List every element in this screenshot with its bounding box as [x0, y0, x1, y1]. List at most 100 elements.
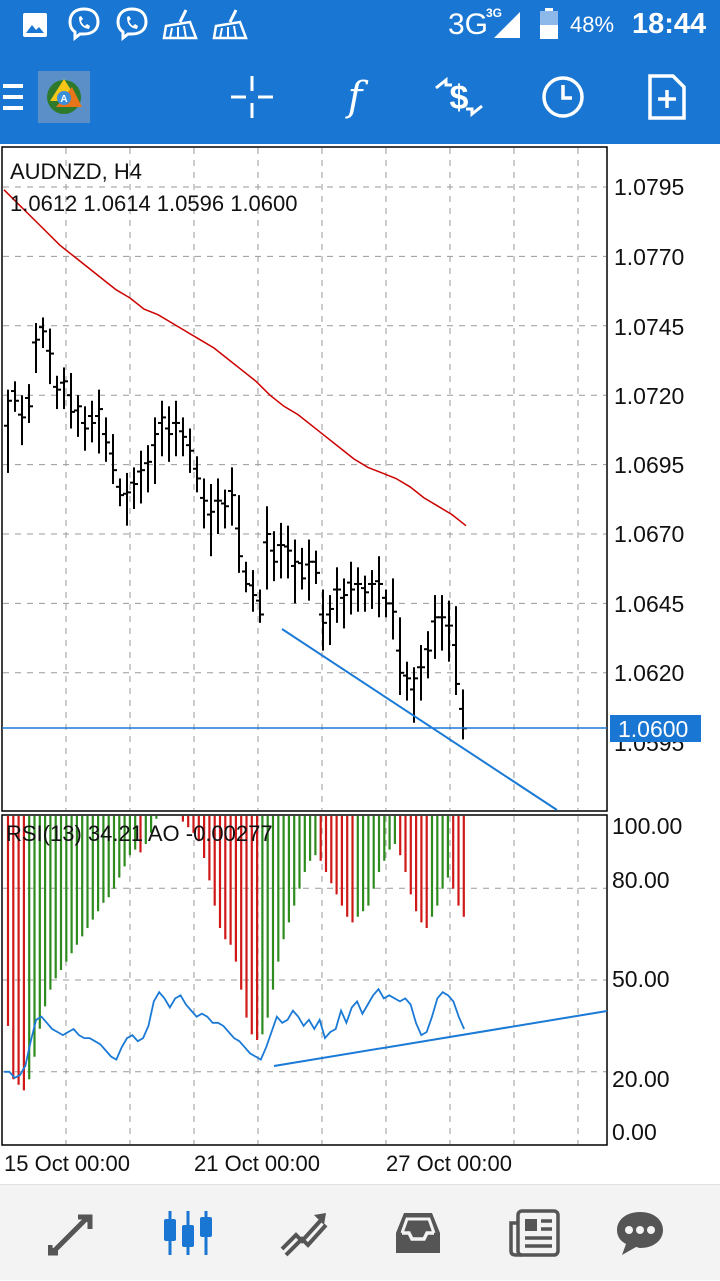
symbol-change-icon: $	[435, 76, 483, 118]
price-bar	[438, 595, 446, 651]
price-tick: 1.0645	[614, 591, 684, 617]
price-bar	[284, 525, 292, 579]
price-bar	[242, 561, 250, 593]
price-bar	[172, 400, 180, 457]
clock: 18:44	[632, 8, 707, 40]
indicators-button[interactable]: f	[310, 50, 400, 144]
price-tick: 1.0770	[614, 244, 684, 270]
price-tick: 1.0695	[614, 452, 684, 478]
price-bar	[116, 478, 124, 507]
svg-text:$: $	[450, 79, 469, 117]
rsi-tick: 0.00	[612, 1119, 657, 1145]
price-bar	[4, 389, 12, 473]
price-bar	[53, 375, 61, 410]
price-bar	[228, 467, 236, 526]
price-bar	[95, 389, 103, 454]
toolbar: A f $	[0, 50, 720, 144]
price-bar	[32, 323, 40, 373]
symbol-change-button[interactable]: $	[414, 50, 504, 144]
indicator-label: RSI(13) 34.21 AO -0.00277	[6, 821, 273, 846]
battery-percent: 48%	[570, 12, 615, 37]
price-bar	[186, 428, 194, 473]
broom-icon	[212, 9, 248, 40]
price-bar	[102, 417, 110, 462]
nav-chart[interactable]	[128, 1185, 248, 1281]
menu-icon	[3, 84, 23, 110]
rsi-axis: 100.00 80.00 50.00 20.00 0.00	[612, 813, 682, 1145]
broom-icon	[162, 9, 198, 40]
price-bar	[305, 539, 313, 601]
nav-news[interactable]	[474, 1185, 594, 1281]
price-bar	[221, 489, 229, 529]
crosshair-icon	[231, 76, 273, 118]
price-bar	[361, 575, 369, 612]
nav-history[interactable]	[358, 1185, 478, 1281]
price-bar	[123, 472, 131, 526]
moving-average-line	[3, 189, 467, 527]
svg-text:A: A	[60, 94, 67, 105]
price-bar	[389, 578, 397, 640]
signal-icon	[494, 12, 520, 38]
price-axis: 1.0795 1.0770 1.0745 1.0720 1.0695 1.067…	[614, 174, 684, 756]
price-bar	[263, 506, 271, 590]
price-bar	[88, 400, 96, 443]
price-chart[interactable]: AUDNZD, H4 1.0612 1.0614 1.0596 1.0600 R…	[0, 144, 720, 1184]
nav-chat[interactable]	[580, 1185, 700, 1281]
price-trendline[interactable]	[281, 628, 558, 811]
news-icon	[509, 1209, 560, 1257]
price-bar	[39, 317, 47, 349]
price-tick: 1.0620	[614, 660, 684, 686]
chart-area[interactable]: AUDNZD, H4 1.0612 1.0614 1.0596 1.0600 R…	[0, 144, 720, 1184]
price-bar	[109, 434, 117, 485]
indicator-frame	[1, 814, 608, 1146]
price-bar	[151, 417, 159, 485]
price-bar	[165, 406, 173, 462]
price-bar	[340, 578, 348, 629]
price-bar	[193, 456, 201, 493]
viber-icon	[116, 7, 148, 42]
trade-icon	[280, 1213, 328, 1257]
main-chart-frame	[1, 146, 608, 812]
price-bar	[270, 531, 278, 582]
history-icon	[396, 1213, 440, 1253]
price-bar	[214, 478, 222, 534]
nav-quotes[interactable]	[14, 1185, 134, 1281]
price-bar	[46, 328, 54, 385]
new-document-icon	[648, 74, 686, 120]
menu-button[interactable]	[0, 50, 28, 144]
rsi-trendline[interactable]	[273, 1010, 608, 1067]
price-bar	[256, 589, 264, 623]
price-bar	[382, 589, 390, 618]
price-bar	[60, 367, 68, 410]
price-bar	[459, 689, 467, 740]
rsi-tick: 20.00	[612, 1066, 670, 1092]
price-bar	[137, 450, 145, 504]
price-bar	[130, 467, 138, 510]
app-logo: A	[32, 50, 96, 144]
grid	[3, 148, 606, 1144]
price-bar	[179, 417, 187, 457]
price-bar	[25, 384, 33, 423]
price-bar	[424, 631, 432, 679]
price-bar	[207, 484, 215, 557]
new-order-button[interactable]	[622, 50, 712, 144]
crosshair-button[interactable]	[207, 50, 297, 144]
svg-text:f: f	[345, 74, 369, 120]
bottom-navigation	[0, 1184, 720, 1280]
price-bar	[319, 589, 327, 651]
nav-trade[interactable]	[244, 1185, 364, 1281]
price-bar	[298, 547, 306, 590]
ohlc-values: 1.0612 1.0614 1.0596 1.0600	[10, 191, 298, 216]
time-tick: 27 Oct 00:00	[386, 1151, 512, 1176]
metatrader-logo-icon: A	[38, 71, 90, 123]
rsi-tick: 80.00	[612, 867, 670, 893]
network-type: 3G	[448, 8, 489, 41]
battery-icon	[540, 8, 558, 39]
price-bar	[11, 381, 19, 412]
price-bar	[312, 550, 320, 584]
indicator-f-icon: f	[345, 74, 369, 120]
price-bar	[144, 445, 152, 493]
price-bar	[333, 567, 341, 623]
network-type-small: 3G	[486, 6, 503, 20]
timeframe-button[interactable]	[518, 50, 608, 144]
